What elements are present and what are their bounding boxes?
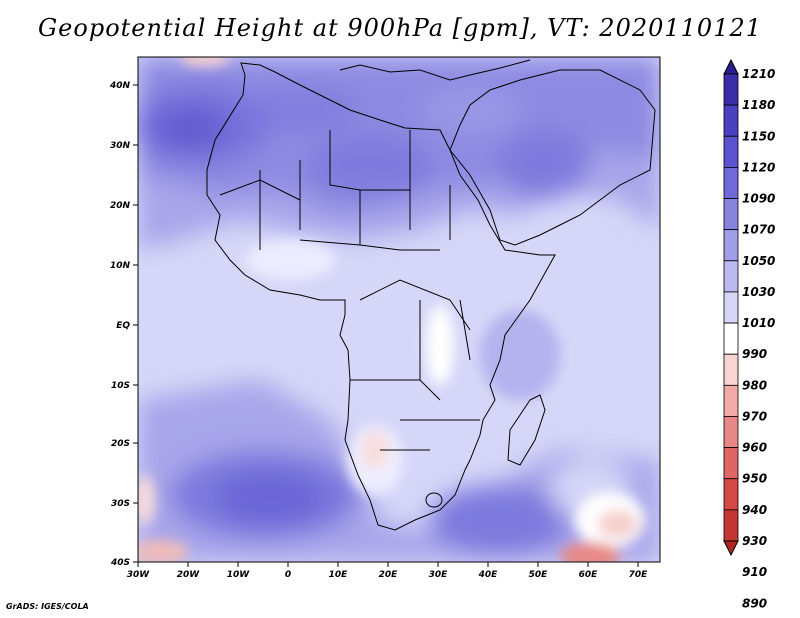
colorbar-swatch [723, 104, 739, 137]
map-title: Geopotential Height at 900hPa [gpm], VT:… [38, 14, 762, 42]
lat-label: EQ [116, 321, 130, 331]
colorbar-label: 960 [742, 441, 767, 455]
lat-label: 30S [111, 499, 130, 509]
colorbar-swatch [723, 135, 739, 168]
lon-label: 10E [329, 570, 349, 580]
colorbar-swatch [723, 416, 739, 449]
lon-label: 50E [529, 570, 549, 580]
lat-label: 30N [110, 141, 131, 151]
colorbar-swatch [723, 229, 739, 262]
colorbar-label: 970 [742, 409, 767, 423]
colorbar-swatch [723, 198, 739, 231]
colorbar-label: 1180 [742, 98, 775, 112]
colorbar-swatch [723, 353, 739, 386]
lat-label: 20S [111, 439, 130, 449]
colorbar-swatch [723, 73, 739, 106]
colorbar-label: 940 [742, 503, 767, 517]
colorbar-label: 990 [742, 347, 767, 361]
lon-label: 0 [285, 570, 291, 580]
colorbar-arrow-bottom [723, 540, 739, 557]
colorbar-swatch [723, 384, 739, 417]
colorbar-label: 1120 [742, 160, 775, 174]
coastlines [206, 59, 656, 531]
colorbar-label: 1090 [742, 192, 775, 206]
colorbar-label: 1070 [742, 223, 775, 237]
colorbar-label: 1050 [742, 254, 775, 268]
lon-label: 70E [629, 570, 649, 580]
colorbar-label: 1150 [742, 129, 775, 143]
colorbar-label: 1030 [742, 285, 775, 299]
grads-credit: GrADS: IGES/COLA [6, 602, 89, 611]
colorbar-label: 980 [742, 378, 767, 392]
colorbar-swatch [723, 478, 739, 511]
lon-label: 60E [579, 570, 599, 580]
lat-label: 40S [110, 558, 130, 568]
lon-label: 30W [127, 570, 151, 580]
colorbar-label: 910 [742, 565, 767, 579]
colorbar-swatch [723, 260, 739, 293]
lon-label: 20E [379, 570, 399, 580]
lat-label: 20N [110, 201, 131, 211]
colorbar-swatch [723, 166, 739, 199]
height-field [138, 57, 660, 562]
colorbar-swatch [723, 322, 739, 355]
colorbar-label: 890 [742, 596, 767, 610]
lon-label: 40E [478, 570, 499, 580]
colorbar-label: 1010 [742, 316, 775, 330]
colorbar-label: 1210 [742, 67, 775, 81]
lon-label: 20W [177, 570, 201, 580]
colorbar-label: 930 [742, 534, 767, 548]
colorbar-swatch [723, 291, 739, 324]
lat-label: 10N [110, 261, 131, 271]
colorbar-arrow-top [723, 58, 739, 75]
colorbar: 1210 1180 1150 1120 1090 1070 1050 1030 1010 990 9… [723, 58, 775, 610]
lat-label: 40N [109, 81, 131, 91]
colorbar-swatch [723, 447, 739, 480]
lon-label: 30E [429, 570, 449, 580]
lon-axis: 30W 20W 10W 0 10E 20E 30E 40E 50E 60E 70… [127, 562, 648, 580]
lon-label: 10W [227, 570, 251, 580]
lat-axis: 40N 30N 20N 10N EQ 10S 20S 30S 40S [109, 81, 138, 568]
map-frame [137, 56, 661, 563]
colorbar-swatch [723, 509, 739, 542]
colorbar-label: 950 [742, 472, 767, 486]
lat-label: 10S [111, 381, 130, 391]
